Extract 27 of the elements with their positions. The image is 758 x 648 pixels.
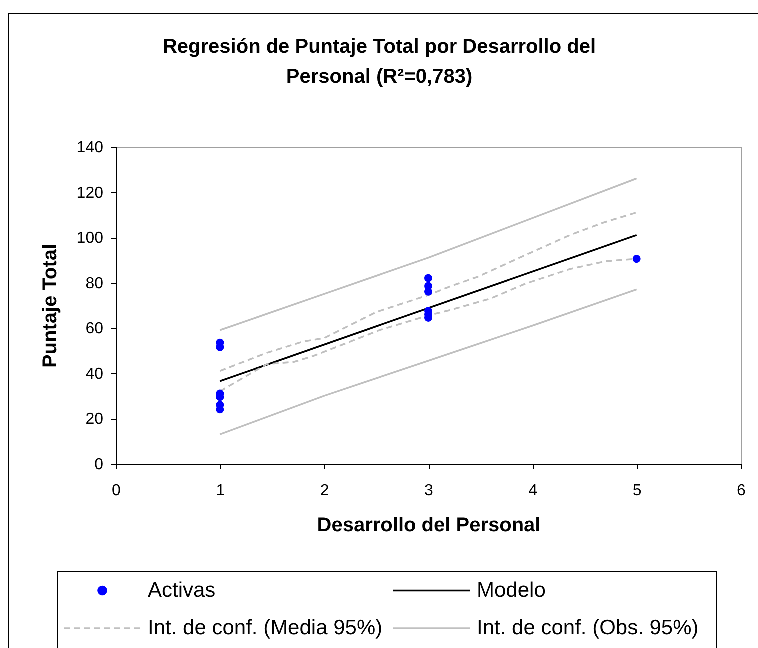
legend-label: Activas <box>148 578 216 602</box>
y-tick-label: 0 <box>94 456 104 474</box>
x-tick-label: 3 <box>424 482 434 500</box>
y-tick-label: 120 <box>76 184 104 202</box>
y-tick-label: 140 <box>76 140 104 156</box>
y-axis-title: Puntaje Total <box>40 244 62 368</box>
x-tick-label: 5 <box>632 482 642 500</box>
x-tick-label: 0 <box>112 482 122 500</box>
y-tick-label: 40 <box>86 366 104 383</box>
line-series <box>219 288 638 436</box>
legend-label: Modelo <box>477 578 546 602</box>
x-tick-label: 6 <box>737 482 746 500</box>
x-tick-label: 1 <box>216 482 226 500</box>
point <box>632 255 641 264</box>
legend-label: Int. de conf. (Media 95%) <box>148 616 383 640</box>
x-tick-label: 4 <box>528 482 538 500</box>
point <box>424 274 432 282</box>
y-tick-label: 80 <box>86 275 104 292</box>
y-tick-label: 60 <box>86 320 104 338</box>
line-series <box>219 178 638 332</box>
legend-label: Int. de conf. (Obs. 95%) <box>477 616 699 640</box>
x-tick-label: 2 <box>320 482 330 500</box>
x-axis-title: Desarrollo del Personal <box>317 514 541 536</box>
y-tick-label: 100 <box>76 230 104 248</box>
line-series <box>219 212 638 372</box>
y-tick-label: 20 <box>86 411 104 428</box>
chart-title: Regresión de Puntaje Total por Desarrollo del Personal (R²=0,783) <box>162 36 596 88</box>
